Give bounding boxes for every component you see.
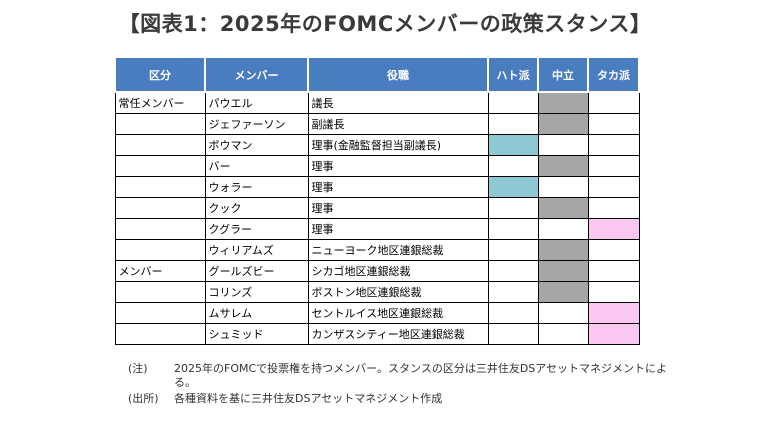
table-row: ボウマン 理事(金融監督担当副議長) [114,134,640,156]
category-cell [114,239,206,261]
neutral-stance-cell [537,113,589,135]
hawk-stance-cell [587,91,640,114]
member-role-cell: 議長 [307,91,489,114]
neutral-stance-cell [537,323,589,345]
member-name-cell: コリンズ [204,281,309,303]
category-cell [114,323,206,345]
category-cell [114,155,206,177]
dove-stance-cell [487,197,539,219]
member-role-cell: 理事 [307,218,489,240]
member-name-cell: クグラー [204,218,309,240]
neutral-stance-cell [537,239,589,261]
hawk-stance-cell [587,260,640,282]
dove-stance-cell [487,155,539,177]
neutral-stance-cell [537,134,589,156]
header-hawk: タカ派 [587,56,640,93]
table-row: ムサレム セントルイス地区連銀総裁 [114,302,640,324]
neutral-stance-cell [537,302,589,324]
source-label: (出所) [128,392,159,405]
neutral-stance-cell [537,155,589,177]
fomc-members-table: 区分 メンバー 役職 ハト派 中立 タカ派 常任メンバー パウエル 議長 ジェファーソ… [114,56,640,345]
member-role-cell: 理事 [307,197,489,219]
table-row: 常任メンバー パウエル 議長 [114,91,640,114]
neutral-stance-cell [537,260,589,282]
table-row: バー 理事 [114,155,640,177]
member-name-cell: ジェファーソン [204,113,309,135]
dove-stance-cell [487,176,539,198]
dove-stance-cell [487,239,539,261]
member-name-cell: ムサレム [204,302,309,324]
member-name-cell: クック [204,197,309,219]
table-row: シュミッド カンザスシティー地区連銀総裁 [114,323,640,345]
table-body: 常任メンバー パウエル 議長 ジェファーソン 副議長 ボウマン 理事(金融監督担当副議長) バ… [114,91,640,345]
header-member: メンバー [204,56,309,93]
header-position: 役職 [307,56,489,93]
table-row: ウィリアムズ ニューヨーク地区連銀総裁 [114,239,640,261]
dove-stance-cell [487,113,539,135]
dove-stance-cell [487,260,539,282]
hawk-stance-cell [587,218,640,240]
member-role-cell: セントルイス地区連銀総裁 [307,302,489,324]
member-name-cell: ボウマン [204,134,309,156]
member-role-cell: 理事(金融監督担当副議長) [307,134,489,156]
member-role-cell: 理事 [307,155,489,177]
hawk-stance-cell [587,134,640,156]
category-cell [114,113,206,135]
page-title: 【図表1：2025年のFOMCメンバーの政策スタンス】 [118,12,652,36]
neutral-stance-cell [537,91,589,114]
hawk-stance-cell [587,113,640,135]
table-row: クック 理事 [114,197,640,219]
hawk-stance-cell [587,302,640,324]
category-cell: メンバー [114,260,206,282]
dove-stance-cell [487,302,539,324]
dove-stance-cell [487,323,539,345]
member-name-cell: ウォラー [204,176,309,198]
neutral-stance-cell [537,218,589,240]
header-neutral: 中立 [537,56,589,93]
member-name-cell: グールズビー [204,260,309,282]
neutral-stance-cell [537,176,589,198]
hawk-stance-cell [587,155,640,177]
category-cell [114,134,206,156]
neutral-stance-cell [537,197,589,219]
member-name-cell: パウエル [204,91,309,114]
source-text: 各種資料を基に三井住友DSアセットマネジメント作成 [174,392,443,405]
table-row: メンバー グールズビー シカゴ地区連銀総裁 [114,260,640,282]
member-role-cell: ボストン地区連銀総裁 [307,281,489,303]
member-name-cell: シュミッド [204,323,309,345]
category-cell [114,302,206,324]
member-role-cell: シカゴ地区連銀総裁 [307,260,489,282]
header-dove: ハト派 [487,56,539,93]
table-row: コリンズ ボストン地区連銀総裁 [114,281,640,303]
table-row: クグラー 理事 [114,218,640,240]
member-role-cell: ニューヨーク地区連銀総裁 [307,239,489,261]
dove-stance-cell [487,134,539,156]
header-category: 区分 [114,56,206,93]
category-cell [114,281,206,303]
category-cell [114,197,206,219]
dove-stance-cell [487,281,539,303]
table-row: ジェファーソン 副議長 [114,113,640,135]
hawk-stance-cell [587,323,640,345]
hawk-stance-cell [587,197,640,219]
hawk-stance-cell [587,176,640,198]
category-cell [114,176,206,198]
dove-stance-cell [487,218,539,240]
note-label: (注) [128,362,148,375]
category-cell [114,218,206,240]
member-role-cell: 理事 [307,176,489,198]
category-cell: 常任メンバー [114,91,206,114]
member-role-cell: 副議長 [307,113,489,135]
dove-stance-cell [487,91,539,114]
note-text: 2025年のFOMCで投票権を持つメンバー。スタンスの区分は三井住友DSアセット… [174,362,668,389]
member-name-cell: バー [204,155,309,177]
neutral-stance-cell [537,281,589,303]
hawk-stance-cell [587,281,640,303]
table-row: ウォラー 理事 [114,176,640,198]
member-name-cell: ウィリアムズ [204,239,309,261]
table-header-row: 区分 メンバー 役職 ハト派 中立 タカ派 [114,56,640,93]
hawk-stance-cell [587,239,640,261]
member-role-cell: カンザスシティー地区連銀総裁 [307,323,489,345]
